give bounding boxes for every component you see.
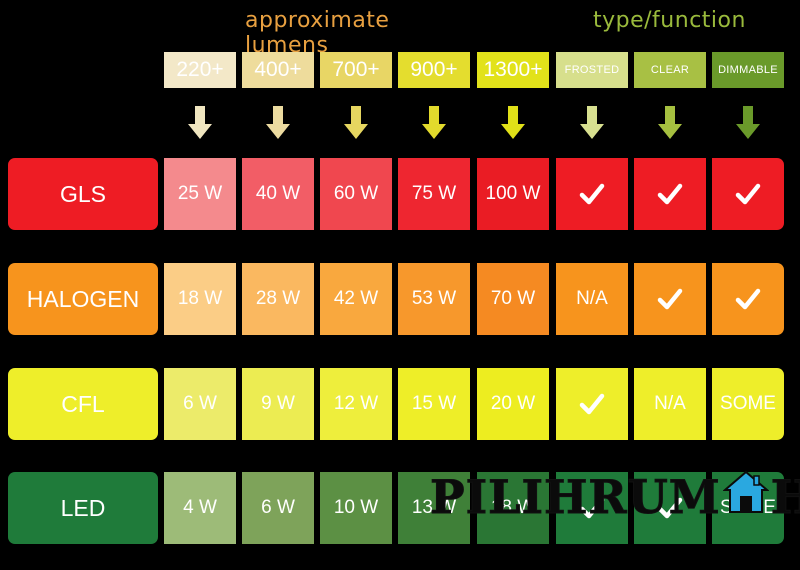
- column-header-dimmable: DIMMABLE: [712, 52, 784, 88]
- down-arrow-icon: [422, 106, 446, 140]
- row-label-cfl: CFL: [8, 368, 158, 440]
- row-label-halogen: HALOGEN: [8, 263, 158, 335]
- cell-gls-dimmable: [712, 158, 784, 230]
- cell-led-clear: [634, 472, 706, 544]
- column-header-900: 900+: [398, 52, 470, 88]
- cell-cfl-700: 12 W: [320, 368, 392, 440]
- cell-cfl-900: 15 W: [398, 368, 470, 440]
- cell-cfl-clear: N/A: [634, 368, 706, 440]
- cell-cfl-dimmable: SOME: [712, 368, 784, 440]
- down-arrow-icon: [501, 106, 525, 140]
- check-icon: [657, 497, 683, 519]
- cell-halogen-dimmable: [712, 263, 784, 335]
- down-arrow-icon: [266, 106, 290, 140]
- column-header-220: 220+: [164, 52, 236, 88]
- type-function-group-title: type/function: [593, 8, 746, 33]
- cell-cfl-frosted: [556, 368, 628, 440]
- cell-halogen-220: 18 W: [164, 263, 236, 335]
- watermark-text-right: H: [770, 470, 800, 525]
- cell-gls-400: 40 W: [242, 158, 314, 230]
- down-arrow-icon: [658, 106, 682, 140]
- check-icon: [657, 183, 683, 205]
- cell-gls-220: 25 W: [164, 158, 236, 230]
- column-header-clear: CLEAR: [634, 52, 706, 88]
- cell-cfl-1300: 20 W: [477, 368, 549, 440]
- cell-cfl-220: 6 W: [164, 368, 236, 440]
- column-header-700: 700+: [320, 52, 392, 88]
- cell-halogen-700: 42 W: [320, 263, 392, 335]
- cell-gls-frosted: [556, 158, 628, 230]
- check-icon: [735, 288, 761, 310]
- lumens-group-title: approximate lumens: [245, 8, 390, 58]
- cell-gls-1300: 100 W: [477, 158, 549, 230]
- cell-halogen-400: 28 W: [242, 263, 314, 335]
- cell-led-frosted: [556, 472, 628, 544]
- row-label-gls: GLS: [8, 158, 158, 230]
- watermark-logo: PILIHRUM H: [430, 470, 800, 525]
- check-icon: [579, 497, 605, 519]
- row-label-led: LED: [8, 472, 158, 544]
- cell-gls-clear: [634, 158, 706, 230]
- down-arrow-icon: [736, 106, 760, 140]
- watermark-text-left: PILIHRUM: [430, 470, 721, 525]
- check-icon: [657, 288, 683, 310]
- cell-led-700: 10 W: [320, 472, 392, 544]
- cell-halogen-1300: 70 W: [477, 263, 549, 335]
- cell-gls-900: 75 W: [398, 158, 470, 230]
- down-arrow-icon: [344, 106, 368, 140]
- cell-led-1300: 18 W: [477, 472, 549, 544]
- column-header-400: 400+: [242, 52, 314, 88]
- cell-led-220: 4 W: [164, 472, 236, 544]
- check-icon: [735, 183, 761, 205]
- cell-halogen-frosted: N/A: [556, 263, 628, 335]
- down-arrow-icon: [580, 106, 604, 140]
- down-arrow-icon: [188, 106, 212, 140]
- cell-led-400: 6 W: [242, 472, 314, 544]
- cell-gls-700: 60 W: [320, 158, 392, 230]
- cell-cfl-400: 9 W: [242, 368, 314, 440]
- cell-halogen-900: 53 W: [398, 263, 470, 335]
- cell-halogen-clear: [634, 263, 706, 335]
- check-icon: [579, 183, 605, 205]
- check-icon: [579, 393, 605, 415]
- house-icon: [721, 470, 770, 525]
- cell-led-900: 13 W: [398, 472, 470, 544]
- column-header-1300: 1300+: [477, 52, 549, 88]
- column-header-frosted: FROSTED: [556, 52, 628, 88]
